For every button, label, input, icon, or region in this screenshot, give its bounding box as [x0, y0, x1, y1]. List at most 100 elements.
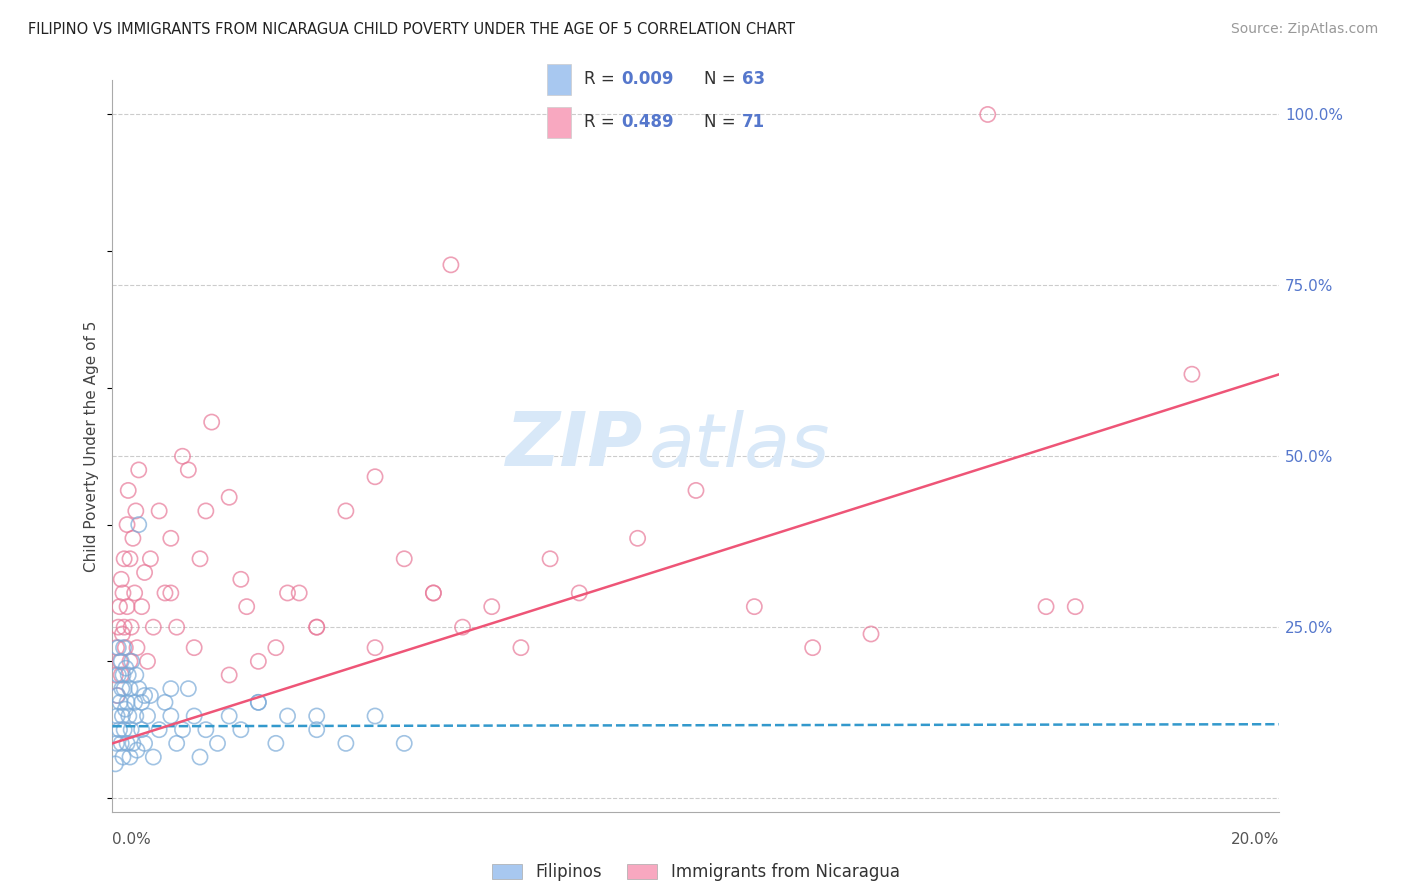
Point: [111, 627, 134, 641]
Point: [160, 681, 183, 696]
Point: [364, 640, 387, 655]
Point: [110, 572, 132, 586]
Point: [120, 723, 142, 737]
Point: [218, 490, 240, 504]
Point: [118, 654, 141, 668]
Point: [451, 620, 474, 634]
Point: [125, 709, 148, 723]
Point: [742, 599, 765, 614]
Point: [160, 586, 183, 600]
Text: atlas: atlas: [650, 410, 831, 482]
Point: [160, 709, 183, 723]
Point: [177, 681, 200, 696]
Point: [115, 736, 138, 750]
Point: [134, 566, 156, 580]
Point: [105, 736, 128, 750]
Point: [120, 620, 142, 634]
Point: [288, 586, 311, 600]
Point: [148, 504, 170, 518]
Point: [125, 668, 148, 682]
Point: [183, 709, 205, 723]
Point: [188, 551, 211, 566]
Point: [128, 517, 150, 532]
Point: [111, 750, 134, 764]
Point: [122, 531, 145, 545]
Point: [335, 504, 357, 518]
Point: [305, 709, 328, 723]
Point: [114, 702, 136, 716]
Y-axis label: Child Poverty Under the Age of 5: Child Poverty Under the Age of 5: [84, 320, 100, 572]
Point: [305, 723, 328, 737]
FancyBboxPatch shape: [547, 64, 571, 95]
FancyBboxPatch shape: [547, 107, 571, 138]
Point: [801, 640, 824, 655]
Point: [207, 736, 229, 750]
Text: 0.009: 0.009: [621, 70, 673, 88]
Point: [118, 709, 141, 723]
Point: [976, 107, 998, 121]
Point: [177, 463, 200, 477]
Text: R =: R =: [583, 70, 620, 88]
Text: 0.0%: 0.0%: [112, 832, 152, 847]
Text: 0.489: 0.489: [621, 113, 673, 131]
Point: [194, 723, 217, 737]
Point: [235, 599, 257, 614]
Point: [111, 668, 134, 682]
Point: [111, 586, 134, 600]
Point: [128, 463, 150, 477]
Point: [122, 736, 145, 750]
Point: [247, 654, 270, 668]
Point: [110, 668, 132, 682]
Point: [136, 709, 159, 723]
Point: [538, 551, 561, 566]
Point: [125, 504, 148, 518]
Point: [142, 750, 165, 764]
Point: [626, 531, 648, 545]
Point: [112, 620, 135, 634]
Point: [685, 483, 707, 498]
Point: [247, 695, 270, 709]
Point: [115, 695, 138, 709]
Point: [131, 599, 153, 614]
Point: [859, 627, 883, 641]
Point: [247, 695, 270, 709]
Point: [148, 723, 170, 737]
Point: [118, 551, 141, 566]
Point: [115, 661, 138, 675]
Point: [440, 258, 463, 272]
Point: [107, 640, 129, 655]
Point: [115, 517, 138, 532]
Point: [264, 736, 287, 750]
Point: [142, 620, 165, 634]
Legend: Filipinos, Immigrants from Nicaragua: Filipinos, Immigrants from Nicaragua: [485, 856, 907, 888]
Point: [105, 689, 128, 703]
Point: [229, 572, 252, 586]
Point: [153, 695, 176, 709]
Point: [117, 668, 139, 682]
Point: [118, 681, 141, 696]
Point: [568, 586, 591, 600]
Point: [124, 695, 146, 709]
Point: [125, 640, 148, 655]
Point: [114, 640, 136, 655]
Point: [105, 709, 128, 723]
Point: [128, 681, 150, 696]
Point: [1064, 599, 1087, 614]
Point: [160, 531, 183, 545]
Point: [139, 689, 162, 703]
Point: [117, 483, 139, 498]
Point: [121, 654, 143, 668]
Point: [111, 681, 134, 696]
Point: [172, 723, 194, 737]
Point: [188, 750, 211, 764]
Text: FILIPINO VS IMMIGRANTS FROM NICARAGUA CHILD POVERTY UNDER THE AGE OF 5 CORRELATI: FILIPINO VS IMMIGRANTS FROM NICARAGUA CH…: [28, 22, 796, 37]
Point: [172, 449, 194, 463]
Point: [112, 681, 135, 696]
Text: 71: 71: [741, 113, 765, 131]
Point: [134, 736, 156, 750]
Point: [108, 599, 131, 614]
Point: [110, 736, 132, 750]
Point: [364, 469, 387, 483]
Text: 63: 63: [741, 70, 765, 88]
Point: [118, 750, 141, 764]
